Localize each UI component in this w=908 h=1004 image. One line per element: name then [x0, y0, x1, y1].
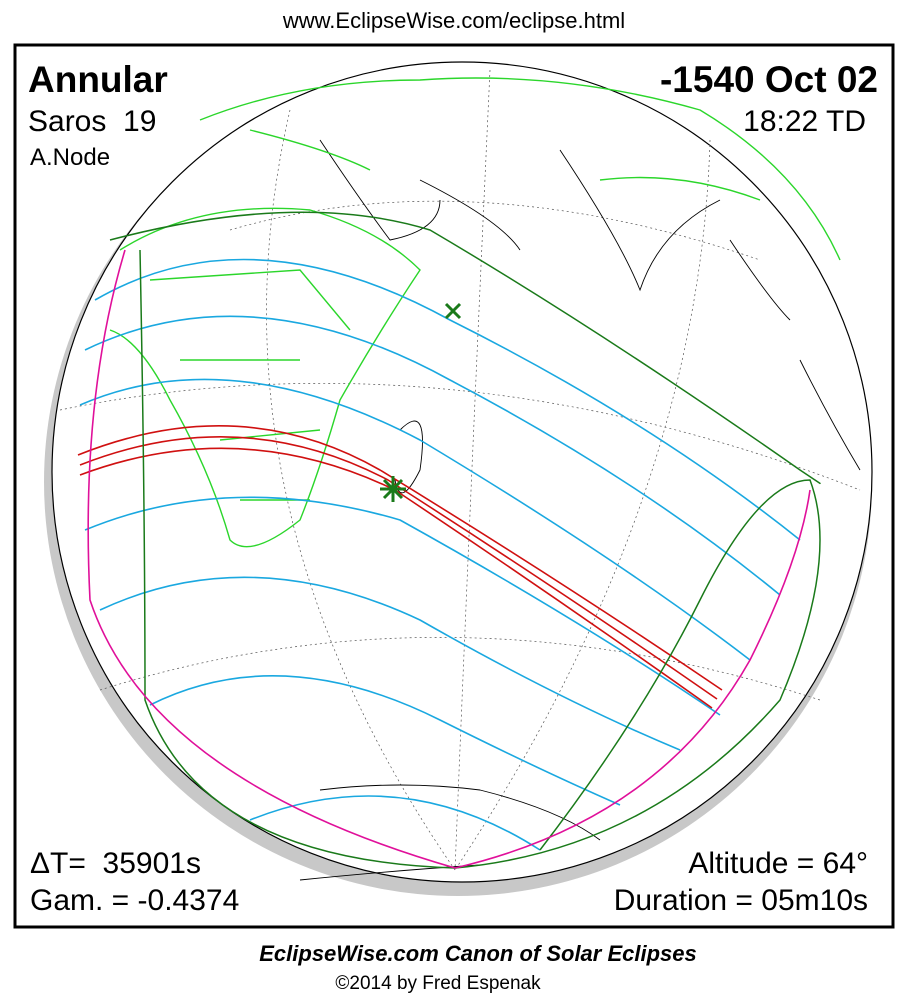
penumbral-limits — [109, 211, 821, 869]
copyright: ©2014 by Fred Espenak — [335, 973, 541, 994]
duration: Duration = 05m10s — [614, 884, 868, 917]
land-borders — [109, 77, 841, 548]
rise-set-curve — [87, 249, 811, 869]
graticule — [59, 69, 861, 871]
eclipse-date: -1540 Oct 02 — [660, 59, 878, 100]
saros: Saros 19 — [28, 105, 156, 138]
node: A.Node — [30, 144, 110, 171]
central-line — [79, 436, 718, 700]
magnitude-curves — [79, 258, 801, 851]
delta-t: ΔT= 35901s — [30, 847, 201, 880]
greatest-eclipse-point — [380, 476, 406, 502]
eclipse-type: Annular — [28, 59, 168, 100]
globe — [44, 61, 873, 896]
gamma: Gam. = -0.4374 — [30, 884, 239, 917]
sub-solar-point — [444, 302, 462, 320]
url: www.EclipseWise.com/eclipse.html — [282, 8, 625, 33]
footer-title: EclipseWise.com Canon of Solar Eclipses — [259, 941, 697, 966]
eclipse-time: 18:22 TD — [743, 105, 866, 138]
altitude: Altitude = 64° — [688, 847, 868, 880]
coastlines — [299, 139, 861, 881]
